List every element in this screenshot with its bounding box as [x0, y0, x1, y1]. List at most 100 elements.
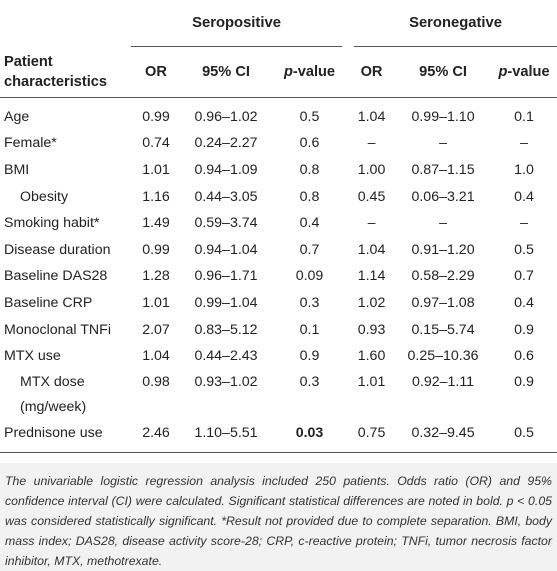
- sn-p-cell: 1.0: [514, 161, 534, 178]
- sp-p-cell: 0.6: [299, 135, 320, 152]
- sp-p-cell: 0.7: [299, 241, 320, 258]
- sn-or-cell: –: [367, 215, 376, 232]
- sp-ci-cell: 0.44–3.05: [194, 188, 258, 205]
- sn-p-cell: 0.9: [514, 321, 534, 338]
- sp-or-cell: 1.28: [142, 268, 170, 285]
- row-label: Smoking habit*: [4, 215, 100, 232]
- sn-ci-cell: 0.99–1.10: [411, 108, 475, 125]
- sp-or-cell: 1.04: [142, 348, 170, 365]
- sn-ci-cell: 0.97–1.08: [411, 294, 475, 311]
- sn-ci-cell: –: [439, 215, 447, 232]
- sp-or-cell: 0.99: [142, 241, 170, 258]
- sn-p-cell: 0.6: [514, 348, 534, 365]
- col-sp-pvalue: p-value: [283, 63, 336, 80]
- results-table-container: Seropositive Seronegative Patient charact…: [0, 0, 557, 453]
- row-label: MTX dose: [20, 374, 85, 391]
- sn-p-cell: 0.9: [514, 374, 534, 391]
- sn-or-cell: 0.45: [357, 188, 386, 205]
- sn-or-cell: 0.93: [357, 321, 386, 338]
- sn-or-cell: 1.04: [357, 108, 386, 125]
- sp-or-cell: 1.16: [142, 188, 170, 205]
- col-sp-or: OR: [145, 63, 167, 80]
- sn-p-cell: 0.4: [514, 294, 534, 311]
- sn-ci-cell: 0.92–1.11: [412, 374, 475, 391]
- sp-ci-cell: 0.94–1.09: [194, 161, 258, 178]
- sp-or-cell: 0.99: [142, 108, 170, 125]
- row-label-continuation: (mg/week): [20, 399, 87, 416]
- col-sn-ci: 95% CI: [419, 63, 467, 80]
- sp-p-cell: 0.4: [299, 215, 320, 232]
- sn-p-cell: 0.5: [514, 241, 534, 258]
- sn-ci-cell: 0.25–10.36: [407, 348, 479, 365]
- sp-ci-cell: 0.99–1.04: [194, 294, 258, 311]
- col-sn-pvalue: p-value: [498, 63, 550, 80]
- row-label: Prednisone use: [4, 424, 103, 441]
- sp-p-cell: 0.3: [299, 294, 320, 311]
- row-label: MTX use: [4, 348, 61, 365]
- sp-ci-cell: 0.93–1.02: [194, 374, 258, 391]
- sn-p-cell: 0.1: [514, 108, 534, 125]
- sn-ci-cell: 0.32–9.45: [411, 424, 475, 441]
- sn-or-cell: –: [367, 135, 376, 152]
- row-label: BMI: [4, 161, 30, 178]
- sp-p-cell: 0.9: [299, 348, 320, 365]
- results-table: Seropositive Seronegative Patient charact…: [0, 0, 557, 453]
- group-seropositive: Seropositive: [131, 0, 349, 47]
- footnote-text: The univariable logistic regression anal…: [5, 474, 552, 568]
- sn-or-cell: 0.75: [357, 424, 386, 441]
- sn-p-cell: 0.5: [514, 424, 534, 441]
- sp-ci-cell: 0.94–1.04: [194, 241, 258, 258]
- table-row: Baseline DAS28 1.28 0.96–1.71 0.09 1.14 …: [0, 263, 557, 290]
- group-header-row: Seropositive Seronegative: [0, 0, 557, 47]
- sp-p-cell: 0.8: [299, 188, 320, 205]
- sp-p-cell: 0.1: [299, 321, 320, 338]
- sn-ci-cell: –: [439, 135, 447, 152]
- sp-or-cell: 0.98: [142, 374, 170, 391]
- sp-ci-cell: 0.44–2.43: [194, 348, 258, 365]
- sp-p-cell-significant: 0.03: [295, 424, 324, 441]
- sn-ci-cell: 0.06–3.21: [411, 188, 475, 205]
- row-label: Age: [4, 108, 30, 125]
- row-label: Disease duration: [4, 241, 111, 258]
- sp-or-cell: 1.49: [142, 215, 170, 232]
- table-row: Female* 0.74 0.24–2.27 0.6 – – –: [0, 130, 557, 157]
- table-row: Obesity 1.16 0.44–3.05 0.8 0.45 0.06–3.2…: [0, 183, 557, 210]
- table-row: Prednisone use 2.46 1.10–5.51 0.03 0.75 …: [0, 419, 557, 446]
- table-footnote: The univariable logistic regression anal…: [0, 463, 557, 571]
- sn-ci-cell: 0.58–2.29: [411, 268, 475, 285]
- sp-p-cell: 0.3: [299, 374, 320, 391]
- sn-p-cell: 0.7: [514, 268, 534, 285]
- sn-ci-cell: 0.15–5.74: [411, 321, 475, 338]
- row-label: Baseline DAS28: [4, 268, 108, 285]
- sp-ci-cell: 0.83–5.12: [194, 321, 258, 338]
- row-label: Monoclonal TNFi: [4, 321, 111, 338]
- sn-or-cell: 1.02: [357, 294, 386, 311]
- column-header-row: Patient characteristics OR 95% CI p-value…: [0, 47, 557, 97]
- table-row: Disease duration 0.99 0.94–1.04 0.7 1.04…: [0, 236, 557, 263]
- sn-p-cell: –: [520, 135, 528, 152]
- sn-or-cell: 1.00: [357, 161, 386, 178]
- col-sn-or: OR: [360, 63, 383, 80]
- sn-or-cell: 1.60: [357, 348, 386, 365]
- sp-or-cell: 2.07: [142, 321, 170, 338]
- group-seronegative: Seronegative: [342, 0, 557, 47]
- sn-or-cell: 1.01: [357, 374, 386, 391]
- sn-ci-cell: 0.91–1.20: [411, 241, 475, 258]
- sp-ci-cell: 0.96–1.71: [194, 268, 258, 285]
- table-row-continuation: (mg/week): [0, 395, 557, 419]
- table-row: MTX use 1.04 0.44–2.43 0.9 1.60 0.25–10.…: [0, 343, 557, 370]
- sn-or-cell: 1.14: [357, 268, 386, 285]
- table-row: Baseline CRP 1.01 0.99–1.04 0.3 1.02 0.9…: [0, 290, 557, 317]
- col-sp-ci: 95% CI: [202, 63, 250, 80]
- sp-ci-cell: 0.96–1.02: [194, 108, 258, 125]
- sn-or-cell: 1.04: [357, 241, 386, 258]
- sp-or-cell: 1.01: [142, 161, 170, 178]
- row-label: Obesity: [20, 188, 69, 205]
- sp-or-cell: 1.01: [142, 294, 170, 311]
- table-row: Age 0.99 0.96–1.02 0.5 1.04 0.99–1.10 0.…: [0, 104, 557, 131]
- sn-p-cell: –: [520, 215, 528, 232]
- sp-p-cell: 0.09: [295, 268, 324, 285]
- sp-ci-cell: 1.10–5.51: [194, 424, 258, 441]
- row-label: Baseline CRP: [4, 294, 93, 311]
